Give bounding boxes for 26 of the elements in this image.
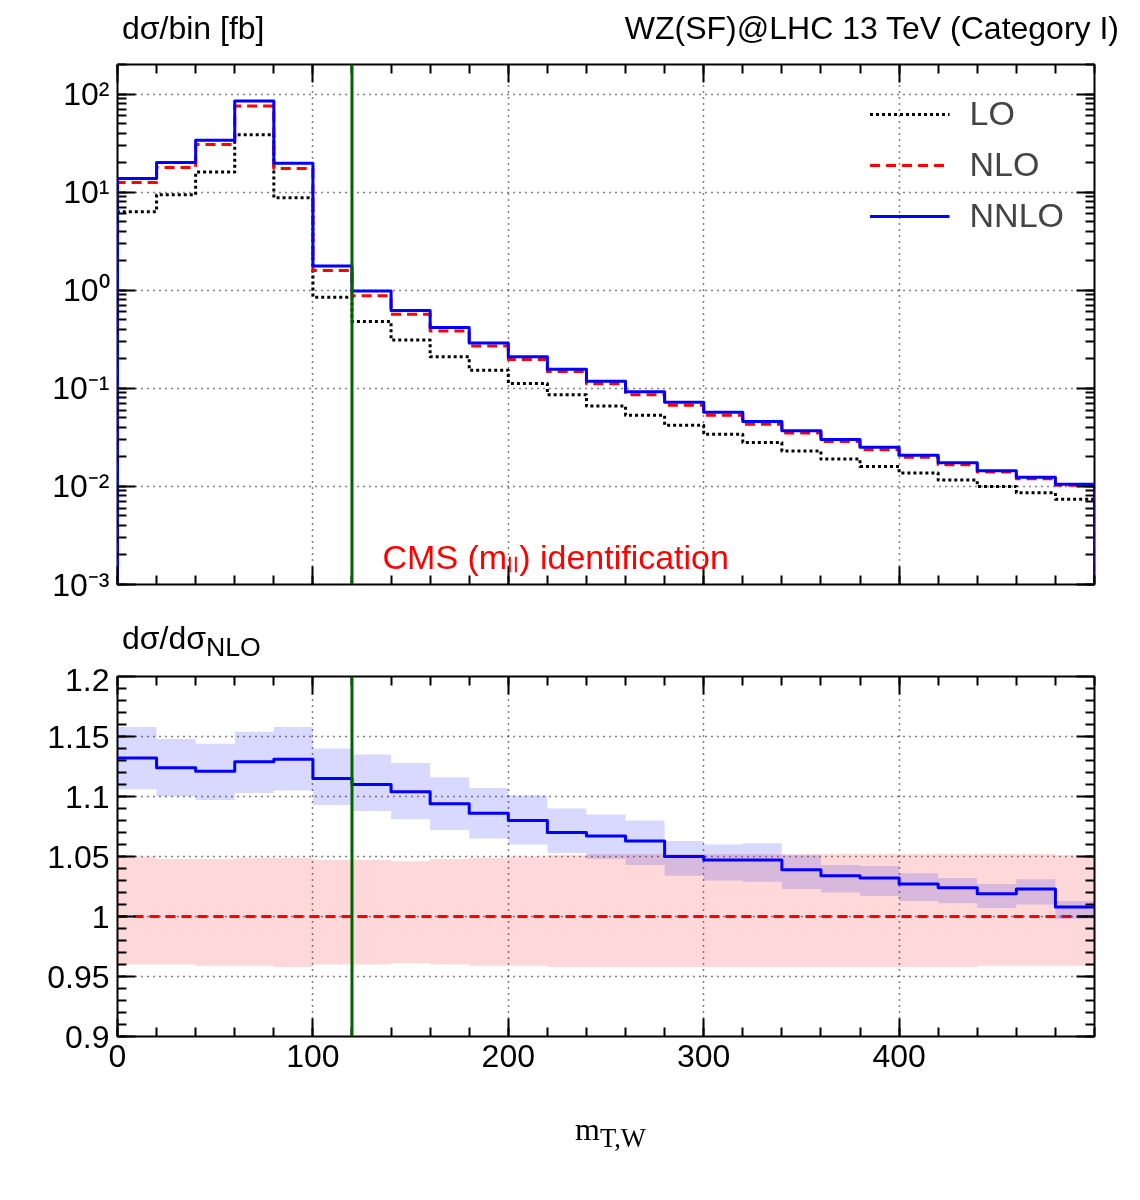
y-tick-label: 1.1 [65,778,110,815]
y-axis-title: dσ/bin [fb] [122,9,265,48]
y-tick-label: 10² [63,76,110,113]
legend-label: NNLO [969,196,1064,235]
x-axis-title: m$_{T,W}$ [574,1110,647,1156]
y-tick-label: 1.2 [65,661,110,698]
annotation: CMS (mₗₗ) identification [382,537,729,576]
y-tick-label: 10⁰ [62,272,110,309]
y-tick-label: 10⁻³ [52,566,110,603]
y-tick-label: 0.95 [47,958,110,995]
y-tick-label: 10¹ [63,174,110,211]
x-tick-label: 0 [108,1037,127,1074]
x-tick-label: 100 [286,1037,340,1074]
y-tick-label: 1.05 [47,838,110,875]
legend-label: NLO [969,145,1040,184]
y-tick-label: 10⁻² [52,468,110,505]
y-tick-label: 10⁻¹ [52,370,110,407]
y-axis-title: dσ/dσ$_{NLO}$ [122,619,261,665]
legend-label: LO [969,94,1015,133]
x-tick-label: 400 [872,1037,926,1074]
y-tick-label: 0.9 [65,1018,110,1055]
y-tick-label: 1 [91,898,110,935]
x-tick-label: 200 [481,1037,535,1074]
x-tick-label: 300 [677,1037,731,1074]
chart-title: WZ(SF)@LHC 13 TeV (Category I) [624,9,1119,48]
y-tick-label: 1.15 [47,718,110,755]
